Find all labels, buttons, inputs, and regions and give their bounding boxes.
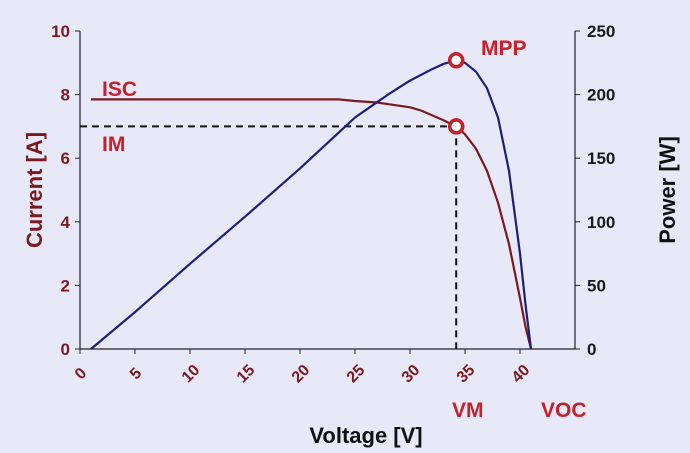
- plot-area: [80, 31, 575, 349]
- y-right-tick-label: 0: [587, 340, 596, 359]
- annotation-isc: ISC: [102, 78, 137, 101]
- x-tick-label: 15: [234, 362, 259, 387]
- y-right-tick-label: 200: [587, 86, 615, 105]
- y-axis-label-right: Power [W]: [655, 136, 680, 244]
- x-tick-label: 30: [399, 362, 424, 387]
- y-left-tick-label: 0: [61, 340, 70, 359]
- y-left-tick-label: 8: [61, 86, 70, 105]
- x-tick-label: 25: [344, 362, 369, 387]
- y-right-tick-label: 250: [587, 22, 615, 41]
- series-layer: [80, 52, 533, 350]
- annotation-layer: ISC IM MPP VM VOC: [102, 37, 587, 422]
- y-left-tick-label: 4: [61, 213, 71, 232]
- annotation-vm: VM: [452, 399, 484, 422]
- power-curve: [90, 59, 533, 350]
- y-left-tick-label: 2: [61, 276, 70, 295]
- x-tick-label: 0: [72, 365, 90, 383]
- y-left-tick-label: 10: [51, 22, 70, 41]
- x-tick-label: 20: [289, 362, 314, 387]
- x-axis-label: Voltage [V]: [309, 423, 422, 448]
- x-tick-label: 35: [454, 362, 479, 387]
- im-point-marker: [447, 118, 465, 135]
- annotation-mpp: MPP: [481, 37, 527, 60]
- annotation-voc: VOC: [541, 399, 587, 422]
- y-axis-label-left: Current [A]: [22, 132, 47, 248]
- x-tick-label: 5: [127, 365, 145, 383]
- annotation-im: IM: [102, 133, 125, 156]
- current-curve: [91, 98, 533, 350]
- mpp-point-marker: [447, 52, 465, 69]
- y-left-tick-label: 6: [61, 149, 70, 168]
- y-right-tick-label: 50: [587, 276, 606, 295]
- x-tick-label: 10: [179, 362, 204, 387]
- y-right-tick-label: 100: [587, 213, 615, 232]
- x-tick-label: 40: [509, 362, 534, 387]
- y-right-tick-label: 150: [587, 149, 615, 168]
